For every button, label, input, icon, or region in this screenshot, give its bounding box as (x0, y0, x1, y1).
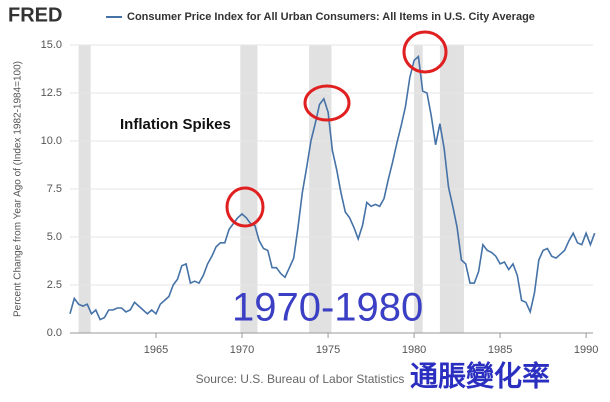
highlight-circle (303, 84, 351, 122)
annotation: Inflation Spikes (120, 116, 231, 133)
highlight-circle (402, 30, 448, 74)
y-tick-label: 5.0 (47, 231, 62, 243)
x-tick-label: 1965 (144, 344, 168, 356)
chart-title: Consumer Price Index for All Urban Consu… (127, 11, 535, 23)
y-tick-label: 10.0 (41, 135, 62, 147)
y-tick-label: 15.0 (41, 39, 62, 51)
highlight-circle (225, 186, 265, 228)
logo: FRED (8, 4, 62, 26)
plot-area: 0.0 2.5 5.0 7.5 10.0 12.5 15.0 1965 1970 1975 1980… (41, 39, 599, 356)
y-tick-label: 7.5 (47, 183, 62, 195)
x-tick-label: 1985 (488, 344, 512, 356)
x-tick-label: 1970 (230, 344, 254, 356)
y-tick-label: 2.5 (47, 279, 62, 291)
annotation: 1970-1980 (232, 286, 423, 330)
x-tick-label: 1975 (316, 344, 340, 356)
y-tick-label: 12.5 (41, 87, 62, 99)
annotation: 通脹變化率 (410, 359, 550, 391)
x-tick-label: 1990 (574, 344, 598, 356)
y-tick-label: 0.0 (47, 327, 62, 339)
source: Source: U.S. Bureau of Labor Statistics (196, 372, 405, 386)
x-tick-label: 1980 (402, 344, 426, 356)
y-axis-label: Percent Change from Year Ago of (Index 1… (13, 61, 24, 317)
data-line (69, 54, 596, 321)
